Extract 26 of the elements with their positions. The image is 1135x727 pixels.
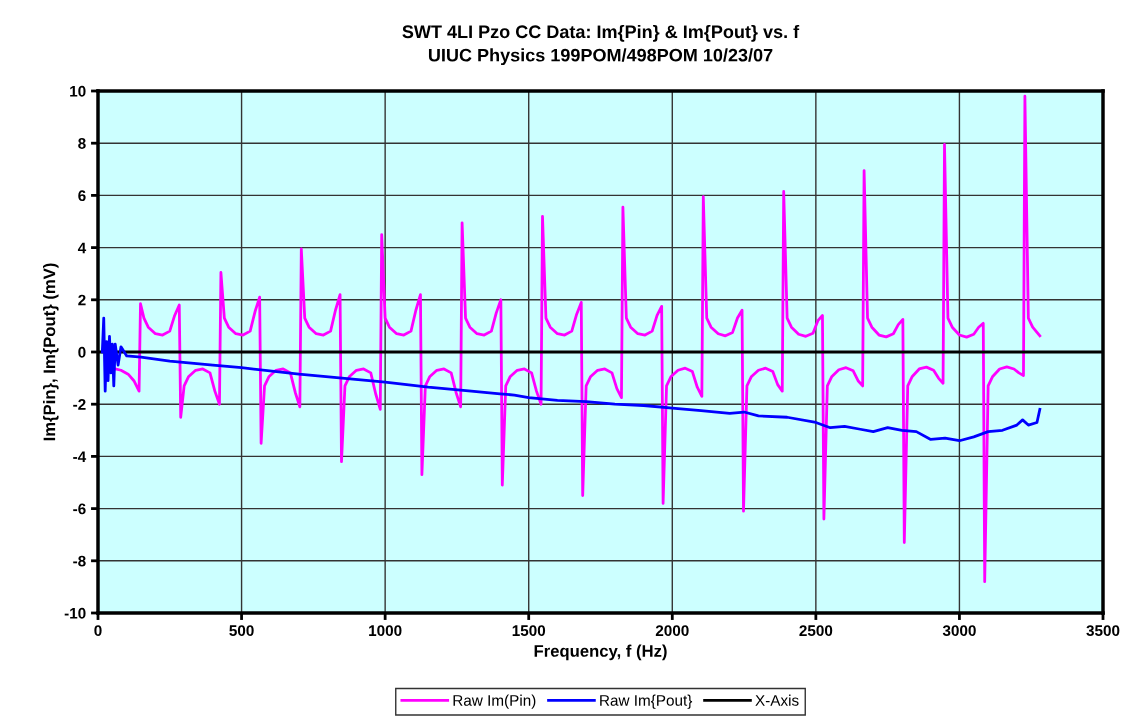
legend-label: Raw Im{Pout}	[600, 694, 693, 709]
y-tick-label: 4	[77, 242, 87, 254]
line-series	[100, 316, 1042, 443]
y-tick-label: -4	[73, 451, 87, 462]
y-tick-label: 10	[70, 85, 86, 97]
x-tick-label: 1500	[512, 625, 546, 637]
y-tick-label: 8	[78, 138, 86, 149]
y-tick-label: -2	[73, 399, 86, 410]
y-tick-label: -6	[73, 503, 86, 515]
legend-label: Raw Im(Pin)	[453, 694, 536, 709]
y-tick-label: -8	[73, 555, 86, 567]
chart-title: SWT 4LI Pzo CC Data: Im{Pin} & Im{Pout} vs. f UIUC Physics 199POM/498POM 10/23/07	[402, 24, 800, 66]
x-tick-label: 2500	[799, 625, 833, 637]
x-axis-title: Frequency, f (Hz)	[534, 644, 667, 661]
y-tick-label: 2	[78, 294, 86, 306]
x-tick-label: 2000	[655, 625, 689, 637]
x-tick-label: 3000	[942, 625, 976, 637]
x-tick-label: 500	[229, 625, 254, 637]
y-axis-title: Im{Pin}, Im{Pout} (mV)	[43, 263, 59, 441]
legend-label: X-Axis	[755, 694, 799, 706]
x-tick-label: 0	[94, 625, 102, 637]
x-tick-label: 3500	[1086, 625, 1120, 637]
y-tick-label: -10	[64, 607, 86, 619]
x-tick-label: 1000	[369, 625, 402, 637]
y-tick-label: 6	[78, 190, 86, 202]
y-tick-label: 0	[78, 346, 86, 358]
